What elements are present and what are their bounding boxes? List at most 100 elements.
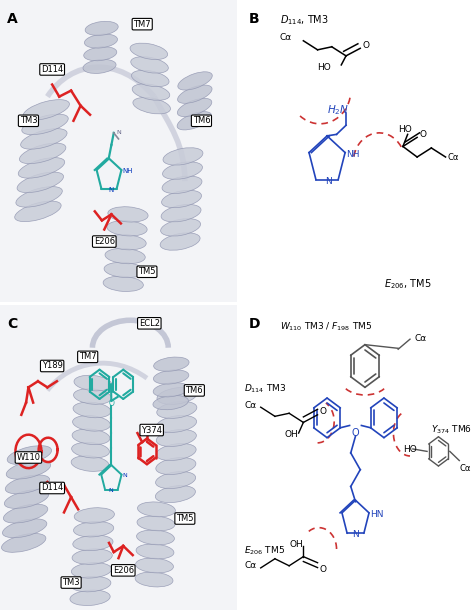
Text: D: D — [249, 317, 260, 331]
Ellipse shape — [178, 85, 212, 103]
Ellipse shape — [153, 395, 188, 410]
Ellipse shape — [106, 234, 146, 250]
Text: ECL2: ECL2 — [139, 319, 160, 328]
Ellipse shape — [18, 157, 64, 178]
Ellipse shape — [161, 218, 201, 236]
Text: NH: NH — [346, 149, 360, 159]
Ellipse shape — [72, 562, 111, 578]
Ellipse shape — [157, 401, 197, 418]
Text: $E_{206}$ TM5: $E_{206}$ TM5 — [244, 544, 285, 557]
Ellipse shape — [71, 576, 111, 592]
Text: N: N — [116, 131, 121, 135]
Text: O: O — [320, 407, 327, 415]
Text: Cα: Cα — [459, 464, 471, 473]
Ellipse shape — [177, 112, 211, 130]
Text: $H_2N$: $H_2N$ — [327, 103, 349, 117]
Ellipse shape — [21, 129, 67, 149]
Ellipse shape — [136, 558, 173, 573]
Text: OH: OH — [289, 540, 303, 549]
Ellipse shape — [23, 99, 69, 120]
Text: TM6: TM6 — [185, 386, 203, 395]
Text: Cα: Cα — [280, 33, 292, 42]
Text: D114: D114 — [41, 65, 63, 74]
Ellipse shape — [3, 504, 48, 523]
Ellipse shape — [70, 590, 110, 606]
Ellipse shape — [137, 530, 174, 545]
Ellipse shape — [71, 456, 109, 472]
Text: N: N — [122, 473, 127, 478]
Text: N: N — [108, 187, 113, 193]
Ellipse shape — [74, 375, 112, 391]
Text: TM5: TM5 — [138, 267, 155, 276]
Ellipse shape — [22, 114, 68, 135]
Ellipse shape — [160, 233, 200, 250]
Ellipse shape — [156, 443, 196, 461]
Ellipse shape — [130, 43, 168, 60]
Ellipse shape — [154, 357, 189, 371]
Ellipse shape — [73, 522, 114, 537]
Ellipse shape — [157, 387, 197, 404]
Text: NH: NH — [123, 168, 133, 174]
Ellipse shape — [104, 262, 144, 278]
Ellipse shape — [5, 475, 50, 493]
Ellipse shape — [178, 72, 212, 90]
Ellipse shape — [136, 544, 174, 559]
Ellipse shape — [131, 57, 168, 73]
Text: Cα: Cα — [448, 152, 459, 162]
Ellipse shape — [163, 162, 202, 179]
Text: HO: HO — [398, 125, 412, 134]
Text: TM7: TM7 — [133, 20, 151, 29]
Ellipse shape — [1, 534, 46, 552]
Text: E206: E206 — [94, 237, 115, 246]
Text: Cα: Cα — [244, 561, 256, 570]
Ellipse shape — [162, 190, 201, 207]
Ellipse shape — [153, 382, 189, 397]
Text: $D_{114}$ TM3: $D_{114}$ TM3 — [244, 382, 286, 395]
Text: TM7: TM7 — [79, 353, 97, 361]
Text: O: O — [109, 399, 114, 407]
Ellipse shape — [72, 549, 112, 564]
Ellipse shape — [84, 34, 118, 48]
Text: HO: HO — [403, 445, 417, 454]
Text: A: A — [7, 12, 18, 26]
Ellipse shape — [4, 490, 49, 508]
Text: OH: OH — [284, 430, 298, 439]
Text: C: C — [7, 317, 18, 331]
Ellipse shape — [73, 389, 111, 404]
Text: D114: D114 — [41, 484, 63, 492]
Ellipse shape — [154, 370, 189, 384]
Ellipse shape — [7, 446, 52, 464]
Text: HN: HN — [370, 509, 383, 518]
Text: Cα: Cα — [244, 401, 256, 409]
Text: $W_{110}$ TM3 / $F_{198}$ TM5: $W_{110}$ TM3 / $F_{198}$ TM5 — [280, 320, 372, 332]
Text: O: O — [419, 130, 427, 139]
Ellipse shape — [156, 458, 196, 475]
Text: O: O — [320, 565, 327, 574]
Text: W110: W110 — [17, 453, 40, 462]
Ellipse shape — [85, 21, 118, 35]
Ellipse shape — [74, 508, 114, 523]
Ellipse shape — [17, 172, 64, 193]
Ellipse shape — [177, 98, 212, 117]
Text: $D_{114}$, TM3: $D_{114}$, TM3 — [280, 13, 328, 26]
Ellipse shape — [107, 221, 147, 236]
Text: O: O — [363, 41, 370, 51]
Ellipse shape — [137, 502, 175, 517]
Text: $Y_{374}$ TM6: $Y_{374}$ TM6 — [431, 424, 473, 436]
Ellipse shape — [156, 429, 196, 447]
Ellipse shape — [72, 442, 109, 458]
Ellipse shape — [135, 572, 173, 587]
Ellipse shape — [132, 84, 170, 100]
Ellipse shape — [83, 59, 116, 73]
Ellipse shape — [163, 148, 203, 165]
Ellipse shape — [156, 415, 197, 432]
Text: HO: HO — [318, 63, 331, 73]
FancyBboxPatch shape — [0, 305, 237, 610]
Ellipse shape — [72, 429, 110, 445]
Ellipse shape — [16, 187, 62, 207]
Text: E206: E206 — [113, 566, 134, 575]
Text: O: O — [352, 428, 359, 438]
Text: Cα: Cα — [415, 334, 427, 343]
Ellipse shape — [2, 519, 47, 537]
Text: B: B — [249, 12, 259, 26]
